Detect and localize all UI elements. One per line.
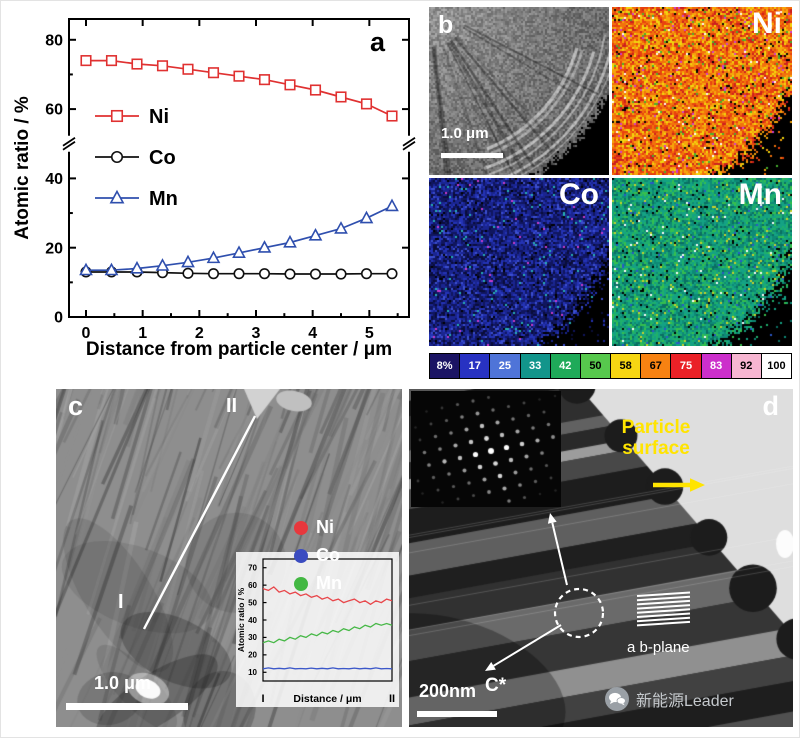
- colorbar-segment: 33: [521, 353, 551, 379]
- legend-item: Mn: [294, 573, 342, 594]
- ni-map-label: Ni: [752, 7, 782, 41]
- colorbar-segment: 50: [581, 353, 611, 379]
- particle-surface-label: Particle surface: [597, 417, 715, 460]
- scalebar: [66, 703, 188, 710]
- scalebar: [441, 153, 503, 158]
- colorbar-segment: 17: [460, 353, 490, 379]
- svg-text:Distance / μm: Distance / μm: [293, 693, 361, 705]
- svg-text:Ni: Ni: [149, 106, 169, 128]
- colorbar-segment: 100: [762, 353, 792, 379]
- scalebar-label: 1.0 μm: [441, 125, 489, 142]
- panel-a: 0 1 2 3 4 5 0 20 40 60 80 Ni Co Mn Distance from parti…: [11, 7, 419, 379]
- panel-d-label: d: [763, 391, 780, 422]
- svg-text:60: 60: [45, 102, 63, 119]
- colorbar-segment: 58: [611, 353, 641, 379]
- sem-image-canvas: [429, 7, 609, 175]
- svg-text:50: 50: [248, 598, 257, 607]
- svg-text:20: 20: [45, 240, 63, 257]
- co-map: Co: [429, 178, 609, 346]
- colorbar-segment: 8%: [429, 353, 460, 379]
- svg-text:70: 70: [248, 564, 257, 573]
- wechat-icon: [605, 687, 629, 711]
- legend-item: Ni: [294, 517, 342, 538]
- legend-label: Ni: [316, 517, 334, 538]
- svg-text:30: 30: [248, 633, 257, 642]
- panel-c: c II I Ni Co Mn 10 20 30 40 50 60 70 Distance / μ…: [56, 389, 402, 727]
- scalebar: [417, 711, 497, 717]
- svg-text:Co: Co: [149, 147, 176, 169]
- figure: 0 1 2 3 4 5 0 20 40 60 80 Ni Co Mn Distance from parti…: [0, 0, 800, 738]
- co-map-label: Co: [559, 178, 599, 212]
- colorbar-segment: 67: [641, 353, 671, 379]
- colorbar-segment: 83: [702, 353, 732, 379]
- c-star-label: C*: [485, 675, 506, 697]
- svg-text:80: 80: [45, 32, 63, 49]
- svg-text:40: 40: [248, 616, 257, 625]
- legend-label: Co: [316, 545, 340, 566]
- svg-text:Mn: Mn: [149, 188, 178, 210]
- legend-label: Mn: [316, 573, 342, 594]
- colorbar: 8% 17 25 33 42 50 58 67 75 83 92 100: [429, 353, 792, 379]
- svg-text:I: I: [261, 693, 264, 705]
- svg-text:60: 60: [248, 581, 257, 590]
- panel-b: b 1.0 μm Ni Co Mn 8% 17 25 33 42 50 58 67 75 83 92…: [429, 7, 792, 379]
- panel-d: d Particle surface C* a b-plane 200nm 新能…: [409, 389, 793, 727]
- svg-text:Atomic ratio / %: Atomic ratio / %: [12, 96, 33, 240]
- panel-c-label: c: [68, 391, 83, 422]
- svg-text:Atomic ratio / %: Atomic ratio / %: [236, 587, 246, 652]
- svg-text:Distance from particle center: Distance from particle center / μm: [86, 339, 392, 360]
- ni-map: Ni: [612, 7, 792, 175]
- mn-map-label: Mn: [739, 178, 782, 212]
- atomic-ratio-chart: 0 1 2 3 4 5020406080NiCoMnDistance from parti…: [11, 7, 419, 379]
- ab-plane-label: a b-plane: [627, 639, 690, 656]
- svg-text:0: 0: [54, 310, 63, 327]
- scalebar-label: 200nm: [419, 681, 476, 702]
- svg-text:20: 20: [248, 651, 257, 660]
- diffraction-inset-canvas: [411, 391, 561, 507]
- colorbar-segment: 25: [490, 353, 520, 379]
- colorbar-segment: 92: [732, 353, 762, 379]
- eds-map-grid: b 1.0 μm Ni Co Mn: [429, 7, 792, 346]
- legend-dot: [294, 521, 308, 535]
- watermark-text: 新能源Leader: [636, 687, 734, 711]
- linescan-legend: Ni Co Mn: [294, 517, 342, 594]
- colorbar-segment: 75: [671, 353, 701, 379]
- scalebar-label: 1.0 μm: [94, 673, 151, 694]
- colorbar-segment: 42: [551, 353, 581, 379]
- sem-image: b 1.0 μm: [429, 7, 609, 175]
- linescan-end-label: II: [226, 395, 237, 418]
- legend-dot: [294, 577, 308, 591]
- mn-map: Mn: [612, 178, 792, 346]
- panel-b-label: b: [438, 11, 453, 40]
- legend-dot: [294, 549, 308, 563]
- svg-text:10: 10: [248, 668, 257, 677]
- svg-text:40: 40: [45, 171, 63, 188]
- panel-a-label: a: [370, 27, 385, 58]
- legend-item: Co: [294, 545, 342, 566]
- linescan-start-label: I: [118, 591, 124, 614]
- svg-text:II: II: [389, 693, 395, 705]
- watermark: 新能源Leader: [605, 687, 734, 711]
